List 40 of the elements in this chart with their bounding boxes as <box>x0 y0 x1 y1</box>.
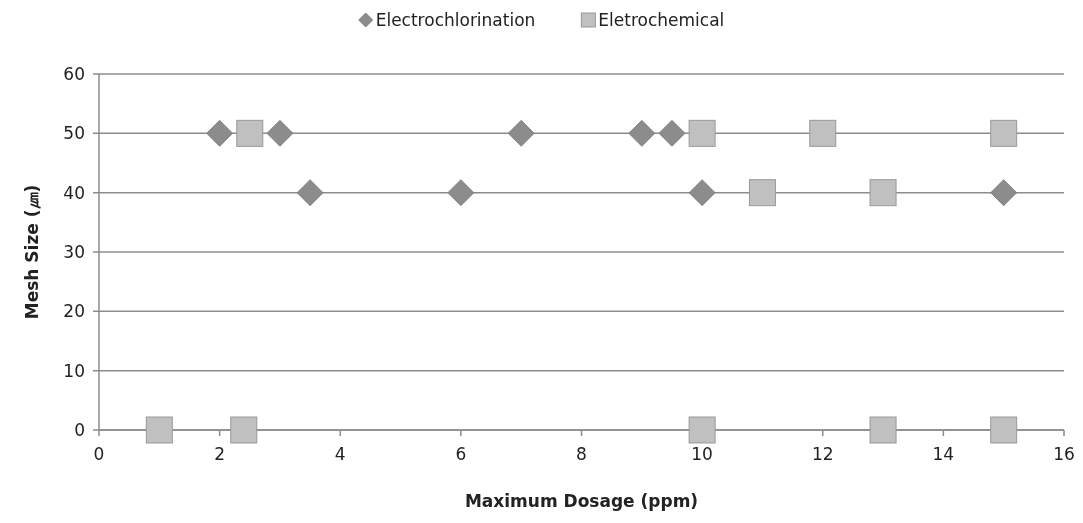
x-axis-title: Maximum Dosage (ppm) <box>464 491 699 511</box>
y-tick-label: 0 <box>74 420 85 440</box>
point <box>869 179 897 207</box>
y-tick-label: 50 <box>63 123 85 144</box>
point <box>990 179 1018 207</box>
point <box>688 119 716 147</box>
x-tick-label: 8 <box>576 444 587 464</box>
x-tick-label: 12 <box>811 444 834 464</box>
y-tick-label: 40 <box>63 182 85 203</box>
point <box>236 119 264 147</box>
legend-label: Eletrochemical <box>598 10 725 30</box>
y-tick-label: 60 <box>63 64 85 84</box>
y-axis-title: Mesh Size (㎛) <box>22 184 42 320</box>
point <box>809 119 837 147</box>
x-tick-label: 14 <box>932 444 955 464</box>
y-tick-label: 10 <box>63 360 85 381</box>
legend-label: Electrochlorination <box>375 10 536 30</box>
y-tick-label: 20 <box>63 301 85 322</box>
point <box>230 416 258 444</box>
x-tick-label: 0 <box>93 444 105 464</box>
x-tick-label: 4 <box>334 444 346 464</box>
point <box>688 416 716 444</box>
x-tick-label: 10 <box>691 444 713 464</box>
point <box>628 119 656 147</box>
x-tick-label: 2 <box>214 444 226 464</box>
point <box>507 119 535 147</box>
x-tick-label: 16 <box>1053 444 1075 464</box>
point <box>869 416 897 444</box>
point <box>990 416 1018 444</box>
point <box>748 179 776 207</box>
point <box>145 416 173 444</box>
point <box>447 179 475 207</box>
point <box>296 179 324 207</box>
y-tick-label: 30 <box>63 242 85 262</box>
point <box>658 119 686 147</box>
x-tick-label: 6 <box>455 444 467 464</box>
point <box>266 119 294 147</box>
point <box>688 179 716 207</box>
point <box>990 119 1018 147</box>
point <box>206 119 234 147</box>
